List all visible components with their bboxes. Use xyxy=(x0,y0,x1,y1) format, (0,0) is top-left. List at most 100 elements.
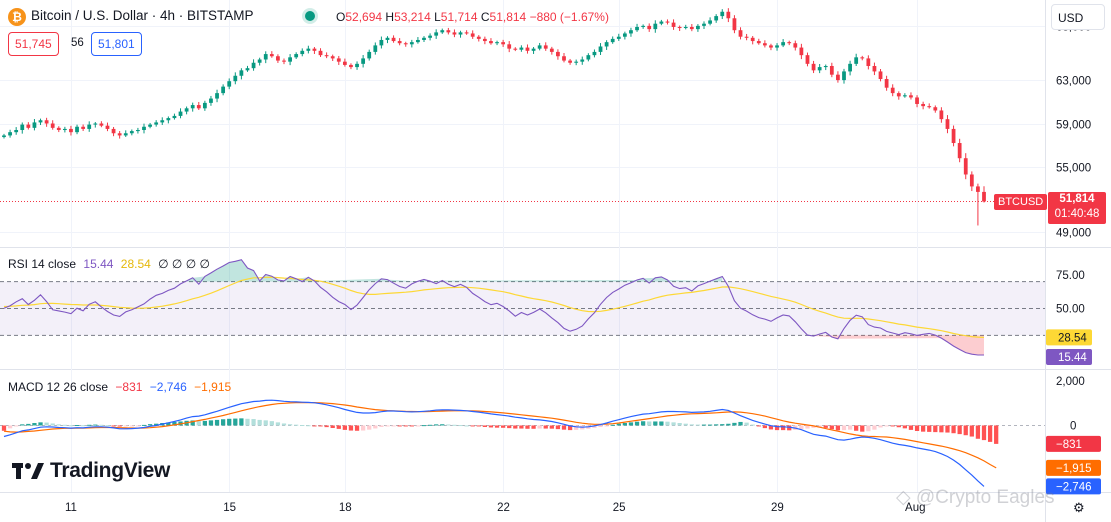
candle xyxy=(458,32,463,35)
macd-axis-value: −2,746 xyxy=(1056,481,1092,493)
candle xyxy=(99,123,104,126)
candle xyxy=(915,97,919,104)
rsi-legend[interactable]: RSI 14 close 15.44 28.54 ∅ ∅ ∅ ∅ xyxy=(8,257,210,271)
candle xyxy=(416,39,420,43)
macd-hist-legend-value: −831 xyxy=(115,380,143,394)
rsi-axis-tag xyxy=(1046,348,1092,365)
candle xyxy=(501,42,506,45)
candle xyxy=(123,133,128,136)
time-axis-label: 25 xyxy=(613,502,626,514)
macd-histogram-bar xyxy=(403,425,408,427)
macd-histogram-bar xyxy=(409,425,414,427)
candle xyxy=(726,11,731,19)
price-axis-label: 59,000 xyxy=(1056,120,1091,132)
candle xyxy=(294,54,299,58)
candle xyxy=(148,124,152,127)
candle xyxy=(300,50,305,55)
macd-histogram-bar xyxy=(531,425,536,429)
macd-histogram-bar xyxy=(20,424,25,426)
candle xyxy=(616,36,621,39)
macd-histogram-bar xyxy=(427,424,433,426)
candle xyxy=(805,55,810,64)
candle xyxy=(963,158,968,175)
macd-histogram-bar xyxy=(738,421,743,426)
candle xyxy=(890,87,895,94)
candle xyxy=(355,63,359,68)
macd-histogram-bar xyxy=(507,425,512,429)
candle xyxy=(836,74,840,81)
candle xyxy=(811,63,816,71)
macd-histogram-bar xyxy=(768,425,774,430)
macd-histogram-bar xyxy=(154,423,159,426)
candle xyxy=(860,57,865,59)
time-axis-label: 11 xyxy=(65,502,77,514)
macd-histogram-bar xyxy=(604,425,609,427)
macd-histogram-bar xyxy=(896,425,901,428)
macd-legend[interactable]: MACD 12 26 close −831 −2,746 −1,915 xyxy=(8,380,231,394)
buy-price-button[interactable]: 51,801 xyxy=(91,32,142,56)
macd-histogram-bar xyxy=(908,425,914,430)
candle xyxy=(166,118,171,121)
macd-histogram-bar xyxy=(440,424,445,426)
candle xyxy=(482,38,487,42)
tradingview-logo[interactable]: TradingView xyxy=(12,459,170,483)
macd-histogram-bar xyxy=(519,425,524,429)
currency-select[interactable]: USD xyxy=(1051,4,1105,30)
symbol-title[interactable]: Bitcoin / U.S. Dollar · 4h · BITSTAMP xyxy=(31,8,254,23)
candle xyxy=(641,25,646,27)
candle xyxy=(306,48,311,51)
macd-histogram-bar xyxy=(707,424,713,426)
candle xyxy=(470,33,475,37)
macd-histogram-bar xyxy=(860,425,865,432)
macd-histogram-bar xyxy=(665,421,670,426)
macd-legend-value: −2,746 xyxy=(149,380,187,394)
candle xyxy=(677,26,682,29)
macd-histogram-bar xyxy=(701,424,707,426)
macd-histogram-bar xyxy=(105,425,110,427)
candle xyxy=(233,75,238,82)
candle xyxy=(136,130,140,132)
candle xyxy=(373,45,378,52)
macd-histogram-bar xyxy=(756,425,761,427)
macd-histogram-bar xyxy=(781,425,786,431)
sell-price-button[interactable]: 51,745 xyxy=(8,32,59,56)
candle xyxy=(221,86,226,94)
macd-histogram-bar xyxy=(543,425,548,429)
macd-histogram-bar xyxy=(969,425,974,437)
candle xyxy=(245,68,250,71)
candle xyxy=(659,21,664,24)
macd-histogram-bar xyxy=(634,421,640,426)
candle xyxy=(324,55,329,57)
market-open-dot xyxy=(305,11,315,21)
rsi-axis-label: 50.00 xyxy=(1056,304,1085,316)
candle xyxy=(117,133,122,136)
macd-histogram-bar xyxy=(397,425,402,427)
price-axis-label: 55,000 xyxy=(1056,163,1091,175)
candle xyxy=(708,20,712,24)
candle xyxy=(489,41,493,44)
macd-histogram-bar xyxy=(482,425,487,428)
macd-histogram-bar xyxy=(373,425,378,429)
macd-histogram-bar xyxy=(592,425,597,428)
candle xyxy=(14,130,19,133)
candle xyxy=(20,124,25,131)
candle xyxy=(87,124,92,129)
macd-histogram-bar xyxy=(129,425,134,427)
macd-axis-label: 2,000 xyxy=(1056,376,1085,388)
candle xyxy=(927,106,932,108)
macd-histogram-bar xyxy=(841,425,847,431)
macd-histogram-bar xyxy=(683,423,688,426)
rsi-legend-value: 15.44 xyxy=(83,257,114,271)
candle xyxy=(50,123,55,128)
candle xyxy=(409,42,414,45)
macd-histogram-bar xyxy=(653,421,658,426)
candle xyxy=(209,98,213,103)
macd-histogram-bar xyxy=(214,419,220,426)
macd-histogram-bar xyxy=(1,425,7,431)
macd-histogram-bar xyxy=(44,422,49,426)
candle xyxy=(683,26,688,29)
macd-histogram-bar xyxy=(677,423,682,426)
macd-histogram-bar xyxy=(854,425,859,431)
spread-value: 56 xyxy=(71,37,84,49)
